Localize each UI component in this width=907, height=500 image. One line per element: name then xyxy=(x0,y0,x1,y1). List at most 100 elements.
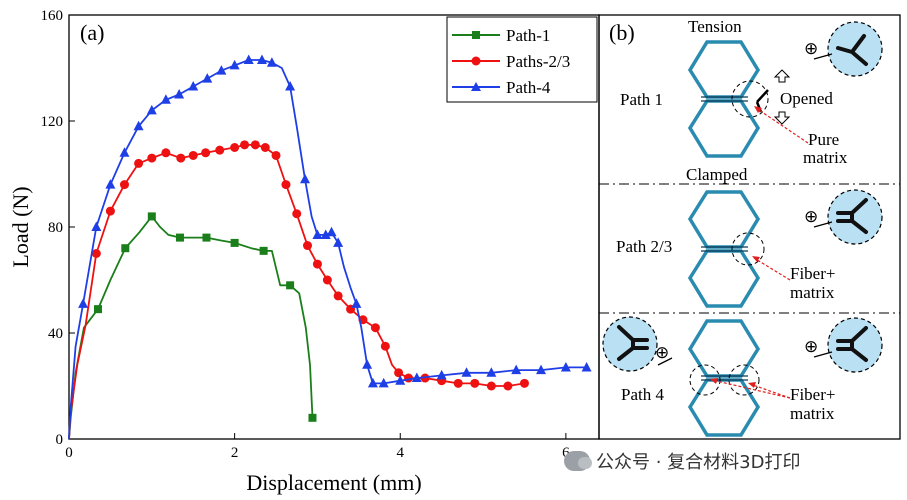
note-matrix: matrix xyxy=(790,404,835,423)
data-point-paths-2-3 xyxy=(292,209,302,219)
legend-marker-square xyxy=(472,31,480,39)
data-point-path-4 xyxy=(133,120,144,131)
legend-marker-circle xyxy=(471,56,481,66)
data-point-paths-2-3 xyxy=(91,249,101,258)
force-symbol: ⊕ xyxy=(804,39,818,58)
data-point-paths-2-3 xyxy=(281,180,291,190)
series-paths-2-3 xyxy=(68,140,529,440)
fracture-path-schematic: (b) Tension Clamped Opened Pure matrix P… xyxy=(598,14,901,440)
x-axis-label: Displacement (mm) xyxy=(246,470,421,495)
hex-cell xyxy=(687,99,761,158)
data-point-path-4 xyxy=(411,372,422,383)
data-point-paths-2-3 xyxy=(370,323,380,333)
data-point-paths-2-3 xyxy=(176,153,186,163)
data-point-path-4 xyxy=(461,367,472,377)
schematic-frame xyxy=(598,14,901,440)
note-fiber: Fiber+ xyxy=(790,385,835,404)
data-point-path-4 xyxy=(362,359,373,369)
row-path-2-3: Path 2/3 Fiber+ matrix ⊕ xyxy=(616,189,883,308)
legend-label-paths-2-3: Paths-2/3 xyxy=(506,52,570,71)
data-point-paths-2-3 xyxy=(250,140,260,150)
force-symbol: ⊕ xyxy=(804,337,818,356)
data-point-paths-2-3 xyxy=(260,143,270,152)
data-point-path-4 xyxy=(326,226,337,237)
data-point-path-4 xyxy=(351,298,362,308)
data-point-path-4 xyxy=(320,229,331,239)
data-point-path-4 xyxy=(333,237,344,247)
data-point-paths-2-3 xyxy=(486,381,496,391)
data-point-paths-2-3 xyxy=(380,341,390,351)
panel-label-b: (b) xyxy=(609,20,635,45)
data-point-paths-2-3 xyxy=(333,291,343,301)
panel-label-a: (a) xyxy=(80,20,104,45)
data-point-paths-2-3 xyxy=(188,150,198,160)
down-arrow-icon xyxy=(773,111,791,125)
hex-cell xyxy=(687,40,761,99)
path-label-1: Path 1 xyxy=(620,90,663,109)
y-tick-label: 160 xyxy=(41,8,64,24)
data-point-paths-2-3 xyxy=(519,378,529,388)
y-tick-label: 120 xyxy=(41,114,64,130)
data-point-path-4 xyxy=(581,361,592,372)
up-arrow-icon xyxy=(773,69,791,83)
data-point-paths-2-3 xyxy=(394,368,404,378)
data-point-paths-2-3 xyxy=(240,140,250,150)
legend: Path-1 Paths-2/3 Path-4 xyxy=(446,16,598,103)
data-point-paths-2-3 xyxy=(503,381,513,391)
data-point-path-4 xyxy=(560,361,571,372)
data-point-path-1 xyxy=(259,246,268,255)
legend-item-paths-2-3: Paths-2/3 xyxy=(452,52,570,71)
tension-label: Tension xyxy=(688,17,742,36)
fiber-detail-circle xyxy=(827,189,883,245)
data-point-path-4 xyxy=(312,229,323,239)
fiber-y-symbol-icon xyxy=(836,34,868,66)
y-axis-ticks: 0 40 80 120 160 xyxy=(41,8,75,448)
data-point-paths-2-3 xyxy=(134,158,144,168)
data-point-path-4 xyxy=(486,367,497,377)
data-point-path-4 xyxy=(160,94,171,104)
data-point-path-4 xyxy=(188,81,199,91)
data-point-path-4 xyxy=(243,54,254,65)
force-symbol: ⊕ xyxy=(804,207,818,226)
note-matrix: matrix xyxy=(803,148,848,167)
data-point-path-1 xyxy=(93,305,102,314)
data-point-path-4 xyxy=(146,104,157,115)
data-point-paths-2-3 xyxy=(303,241,312,251)
watermark: 公众号 · 复合材料3D打印 xyxy=(564,448,800,474)
fiber-detail-circle xyxy=(602,316,658,372)
crack-highlight-circle xyxy=(731,232,765,266)
x-tick-label: 2 xyxy=(231,445,239,461)
note-opened: Opened xyxy=(780,89,833,108)
data-point-path-4 xyxy=(229,59,240,70)
data-point-paths-2-3 xyxy=(322,275,332,285)
legend-label-path-4: Path-4 xyxy=(506,78,551,97)
data-point-paths-2-3 xyxy=(312,259,322,269)
data-point-path-4 xyxy=(300,173,311,184)
crack-highlight-circle xyxy=(731,80,769,118)
data-point-path-4 xyxy=(378,377,389,388)
data-point-path-4 xyxy=(105,179,116,189)
series-layer xyxy=(68,54,592,440)
wechat-icon xyxy=(564,451,592,471)
row-path-1: Opened Pure matrix Path 1 ⊕ xyxy=(620,21,883,167)
data-point-path-4 xyxy=(91,221,102,231)
data-point-path-4 xyxy=(536,364,547,375)
data-point-path-4 xyxy=(285,81,296,91)
note-pure: Pure xyxy=(808,130,839,149)
path-label-4: Path 4 xyxy=(621,385,664,404)
series-path-1 xyxy=(68,212,317,440)
crack-highlight-circle xyxy=(728,364,760,396)
path-label-2-3: Path 2/3 xyxy=(616,237,672,256)
data-point-paths-2-3 xyxy=(147,153,157,163)
data-point-path-4 xyxy=(202,73,213,83)
legend-label-path-1: Path-1 xyxy=(506,26,550,45)
x-tick-label: 4 xyxy=(397,445,405,461)
y-tick-label: 80 xyxy=(48,220,63,236)
legend-marker-triangle xyxy=(471,82,481,91)
data-point-path-4 xyxy=(78,298,89,308)
data-point-path-4 xyxy=(511,364,522,375)
hex-cell xyxy=(687,249,761,308)
hex-cell xyxy=(687,378,761,437)
